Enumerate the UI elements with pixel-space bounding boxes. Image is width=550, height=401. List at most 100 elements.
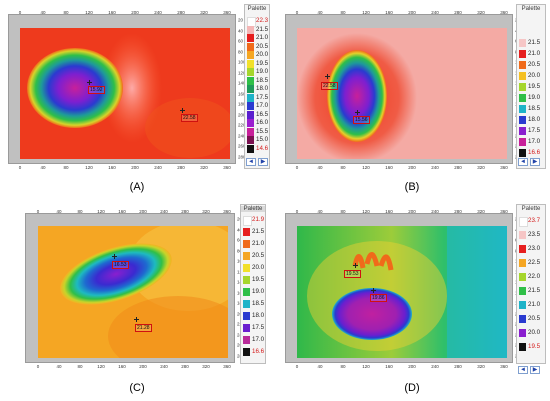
thermal-image-c [38,226,228,358]
palette-next-button[interactable]: ▶ [530,366,540,374]
temperature-marker: 19.53 [344,270,361,278]
palette-value: 16.6 [252,348,265,355]
marker-cross [134,317,139,322]
x-tick: 200 [408,10,416,15]
x-tick: 80 [340,364,346,369]
palette-prev-button[interactable]: ◄ [518,158,528,166]
palette-value: 18.0 [528,116,541,123]
x-tick: 280 [454,10,462,15]
palette-value: 20.0 [528,72,541,79]
palette-value: 18.5 [528,105,541,112]
x-tick: 240 [160,209,168,214]
y-tick: 260 [238,143,246,149]
x-tick: 0 [295,364,299,369]
x-tick: 320 [477,10,485,15]
palette-value: 21.0 [528,50,541,57]
palette-value: 21.5 [528,287,541,294]
x-tick: 120 [362,209,370,214]
palette-value: 23.0 [528,245,541,252]
x-tick: 160 [108,10,116,15]
temperature-marker: 22.58 [181,114,198,122]
palette-value: 20.5 [528,315,541,322]
palette-value: 23.5 [528,231,541,238]
x-tick: 0 [295,165,299,170]
x-tick: 280 [454,209,462,214]
x-tick: 240 [431,364,439,369]
x-tick: 360 [223,165,231,170]
x-tick: 200 [131,10,139,15]
x-tick: 320 [477,165,485,170]
x-tick: 280 [177,165,185,170]
palette-value: 19.5 [256,59,269,67]
y-tick: 80 [237,248,242,253]
x-tick: 240 [431,209,439,214]
y-tick: 20 [237,217,242,222]
y-tick: 280 [238,154,246,159]
palette-value: 19.0 [256,68,269,75]
y-tick: 160 [238,91,246,96]
palette-value: 18.0 [256,85,269,92]
palette-value: 22.5 [528,259,541,266]
palette-value: 20.0 [252,264,265,271]
x-tick: 40 [317,364,323,369]
x-tick: 200 [408,364,416,369]
marker-cross [355,110,360,115]
x-tick: 40 [317,165,323,170]
x-axis-bottom-a: 0 40 80 120 160 200 240 280 320 360 [19,165,231,171]
y-tick: 20 [238,17,244,23]
x-tick: 160 [385,165,393,170]
thermal-panel-d: 0 40 80 120 160 200 240 280 320 360 0 40… [277,200,550,401]
thermal-panel-c: 0 40 80 120 160 200 240 280 320 360 0 40… [0,200,275,401]
palette-value: 17.0 [256,102,269,109]
x-tick: 80 [63,165,69,170]
x-tick: 240 [431,165,439,170]
x-tick: 240 [154,165,162,170]
x-tick: 0 [18,10,22,15]
palette-prev-button[interactable]: ◄ [518,366,528,374]
x-tick: 160 [118,209,126,214]
palette-value: 18.0 [252,312,265,319]
x-tick: 120 [362,10,370,15]
palette-panel-a: Palette 22.3 21.5 21.0 20.5 20.0 19.5 19… [244,4,270,169]
x-tick: 120 [97,364,105,369]
palette-next-button[interactable]: ▶ [258,158,268,166]
x-tick: 360 [223,209,231,214]
y-tick: 220 [238,122,246,128]
x-axis-top-b: 0 40 80 120 160 200 240 280 320 360 [295,10,508,16]
y-tick: 140 [238,80,246,86]
palette-value: 20.5 [256,42,269,50]
palette-value: 22.0 [528,273,541,280]
x-tick: 120 [362,364,370,369]
y-axis-right-a: 20 40 60 80 100 120 140 160 180 200 220 … [238,17,248,160]
x-tick: 160 [385,10,393,15]
temperature-marker: 22.58 [321,82,338,90]
palette-panel-c: Palette 21.9 21.5 21.0 20.5 20.0 19.5 19… [240,204,266,364]
palette-value: 20.0 [528,329,541,336]
palette-value: 19.5 [528,83,541,90]
x-tick: 240 [154,10,162,15]
x-tick: 200 [139,209,147,214]
y-tick: 80 [238,49,244,54]
marker-cross [353,263,358,268]
palette-value: 17.5 [528,127,541,134]
palette-next-button[interactable]: ▶ [530,158,540,166]
x-tick: 40 [40,10,46,15]
x-axis-bottom-b: 0 40 80 120 160 200 240 280 320 360 [295,165,508,171]
x-tick: 0 [295,209,299,214]
panel-caption: (A) [129,181,145,193]
x-tick: 0 [36,209,40,214]
palette-title: Palette [241,206,265,212]
x-tick: 200 [408,165,416,170]
x-tick: 320 [202,364,210,369]
x-tick: 40 [317,209,323,214]
x-tick: 40 [56,209,62,214]
x-tick: 0 [295,10,299,15]
x-tick: 80 [340,10,346,15]
palette-prev-button[interactable]: ◄ [246,158,256,166]
palette-value: 19.0 [528,94,541,101]
palette-value: 18.5 [256,76,269,84]
palette-value: 15.5 [256,127,269,135]
thermal-image-d [297,226,507,358]
y-tick: 60 [238,38,244,44]
palette-value: 21.5 [252,228,265,235]
